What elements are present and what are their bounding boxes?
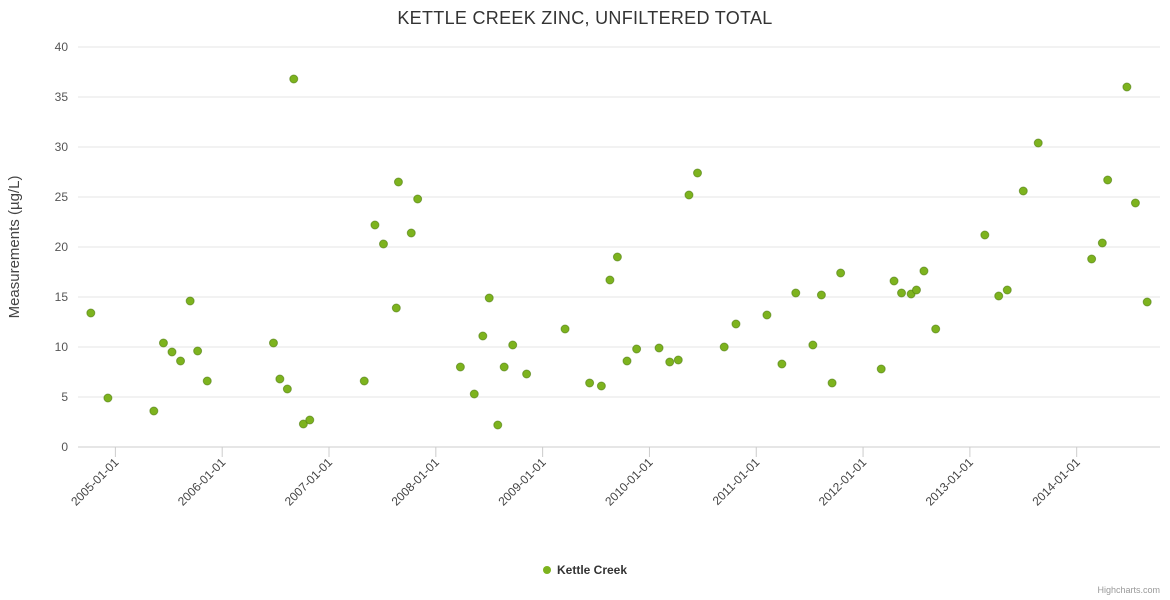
data-point[interactable] (560, 324, 570, 334)
data-point[interactable] (836, 268, 846, 278)
data-point[interactable] (719, 342, 729, 352)
data-point[interactable] (693, 168, 703, 178)
x-tick-label: 2007-01-01 (282, 455, 336, 509)
data-point[interactable] (684, 190, 694, 200)
data-point[interactable] (911, 285, 921, 295)
x-tick-label: 2005-01-01 (68, 455, 122, 509)
data-point[interactable] (931, 324, 941, 334)
data-point[interactable] (455, 362, 465, 372)
data-point[interactable] (1002, 285, 1012, 295)
y-tick-label: 20 (55, 240, 69, 254)
data-point[interactable] (393, 177, 403, 187)
data-point[interactable] (605, 275, 615, 285)
data-point[interactable] (158, 338, 168, 348)
data-point[interactable] (202, 376, 212, 386)
data-point[interactable] (1097, 238, 1107, 248)
data-point[interactable] (305, 415, 315, 425)
data-point[interactable] (370, 220, 380, 230)
data-point[interactable] (391, 303, 401, 313)
data-point[interactable] (665, 357, 675, 367)
data-point[interactable] (176, 356, 186, 366)
data-point[interactable] (808, 340, 818, 350)
data-point[interactable] (791, 288, 801, 298)
x-tick-label: 2008-01-01 (389, 455, 443, 509)
data-point[interactable] (777, 359, 787, 369)
data-point[interactable] (413, 194, 423, 204)
data-point[interactable] (654, 343, 664, 353)
data-point[interactable] (1018, 186, 1028, 196)
data-point[interactable] (612, 252, 622, 262)
data-point[interactable] (508, 340, 518, 350)
data-point[interactable] (673, 355, 683, 365)
data-point[interactable] (499, 362, 509, 372)
y-tick-label: 35 (55, 90, 69, 104)
data-point[interactable] (980, 230, 990, 240)
data-point[interactable] (731, 319, 741, 329)
x-tick-label: 2012-01-01 (816, 455, 870, 509)
legend-item-kettle-creek[interactable]: Kettle Creek (0, 563, 1170, 577)
data-point[interactable] (282, 384, 292, 394)
x-tick-label: 2010-01-01 (602, 455, 656, 509)
data-point[interactable] (378, 239, 388, 249)
data-point[interactable] (897, 288, 907, 298)
data-point[interactable] (86, 308, 96, 318)
y-tick-label: 40 (55, 40, 69, 54)
data-point[interactable] (289, 74, 299, 84)
data-point[interactable] (816, 290, 826, 300)
x-tick-label: 2011-01-01 (710, 455, 763, 508)
y-tick-label: 30 (55, 140, 69, 154)
x-tick-label: 2014-01-01 (1029, 455, 1083, 509)
x-tick-label: 2013-01-01 (923, 455, 977, 509)
y-tick-label: 15 (55, 290, 69, 304)
legend-label: Kettle Creek (556, 563, 628, 577)
data-point[interactable] (585, 378, 595, 388)
data-point[interactable] (1130, 198, 1140, 208)
data-point[interactable] (193, 346, 203, 356)
data-point[interactable] (762, 310, 772, 320)
data-point[interactable] (1033, 138, 1043, 148)
data-point[interactable] (167, 347, 177, 357)
data-point[interactable] (1122, 82, 1132, 92)
x-tick-label: 2009-01-01 (495, 455, 549, 509)
x-tick-label: 2006-01-01 (175, 455, 229, 509)
data-point[interactable] (827, 378, 837, 388)
data-point[interactable] (469, 389, 479, 399)
y-tick-label: 10 (55, 340, 69, 354)
data-point[interactable] (275, 374, 285, 384)
data-point[interactable] (919, 266, 929, 276)
data-point[interactable] (622, 356, 632, 366)
data-point[interactable] (1103, 175, 1113, 185)
data-point[interactable] (359, 376, 369, 386)
data-point[interactable] (994, 291, 1004, 301)
data-point[interactable] (522, 369, 532, 379)
data-point[interactable] (484, 293, 494, 303)
chart-title: KETTLE CREEK ZINC, UNFILTERED TOTAL (397, 8, 773, 28)
data-point[interactable] (1087, 254, 1097, 264)
data-point[interactable] (103, 393, 113, 403)
data-point[interactable] (406, 228, 416, 238)
y-axis-title: Measurements (µg/L) (6, 176, 23, 319)
data-point[interactable] (478, 331, 488, 341)
y-tick-label: 5 (61, 390, 68, 404)
data-point[interactable] (149, 406, 159, 416)
data-point[interactable] (596, 381, 606, 391)
y-tick-label: 0 (61, 440, 68, 454)
data-point[interactable] (185, 296, 195, 306)
legend-marker-icon (542, 566, 551, 574)
data-point[interactable] (1142, 297, 1152, 307)
y-tick-label: 25 (55, 190, 69, 204)
data-point[interactable] (298, 419, 308, 429)
data-point[interactable] (493, 420, 503, 430)
data-point[interactable] (876, 364, 886, 374)
highcharts-credits-link[interactable]: Highcharts.com (1097, 585, 1160, 595)
data-point[interactable] (632, 344, 642, 354)
data-point[interactable] (268, 338, 278, 348)
data-point[interactable] (889, 276, 899, 286)
